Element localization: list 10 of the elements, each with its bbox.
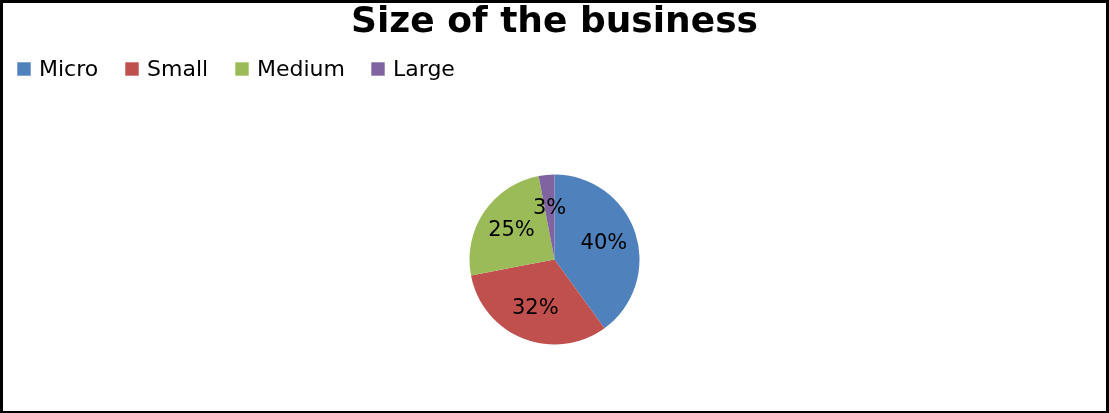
legend-label: Micro — [39, 56, 99, 81]
data-label: 25% — [488, 217, 535, 242]
legend-label: Medium — [257, 56, 345, 81]
pie-slice — [471, 259, 605, 345]
data-label: 32% — [512, 294, 559, 319]
data-label: 3% — [532, 194, 567, 219]
legend-label: Large — [393, 56, 455, 81]
legend-label: Small — [147, 56, 209, 81]
data-label: 40% — [580, 230, 628, 255]
chart-title: Size of the business — [351, 0, 758, 40]
